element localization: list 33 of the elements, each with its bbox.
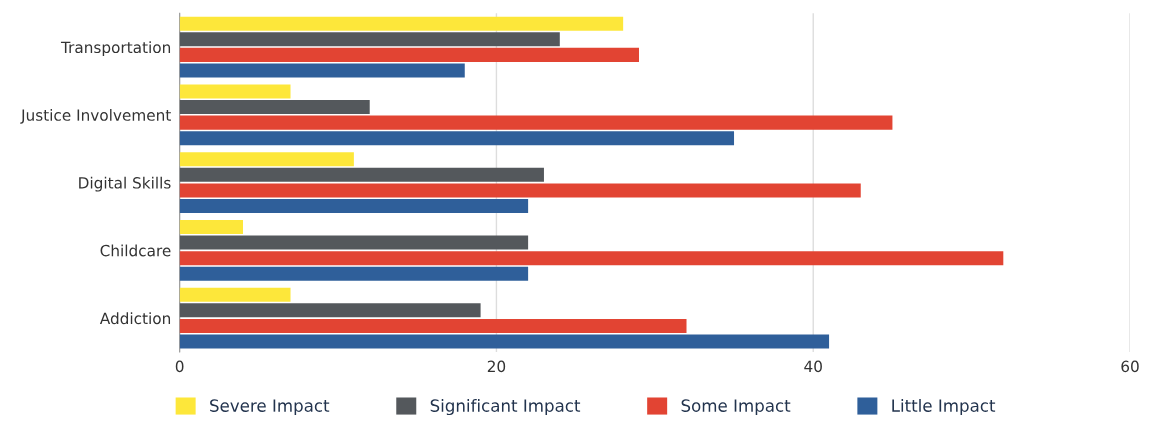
bar — [179, 235, 529, 250]
legend-label: Some Impact — [681, 399, 791, 416]
bar — [179, 84, 291, 99]
x-tick-label: 0 — [175, 360, 184, 373]
y-tick-label: Childcare — [100, 244, 171, 257]
legend-label: Severe Impact — [210, 399, 330, 416]
bar — [179, 266, 529, 281]
bar — [179, 115, 893, 130]
y-tick-label: Digital Skills — [79, 176, 171, 192]
bar — [179, 131, 735, 146]
bar — [179, 303, 481, 318]
y-tick-label: Transportation — [60, 41, 171, 57]
x-tick-label: 40 — [804, 360, 822, 373]
bar — [179, 32, 560, 47]
bar — [179, 47, 639, 62]
bar — [179, 251, 1004, 266]
bar — [179, 287, 291, 302]
bar — [179, 16, 624, 31]
y-tick-label: Justice Involvement — [20, 109, 171, 124]
bar — [179, 100, 370, 115]
bar — [179, 219, 243, 234]
bar — [179, 334, 830, 349]
legend-label: Little Impact — [892, 398, 996, 416]
bar — [179, 318, 687, 333]
bar — [179, 63, 465, 78]
bar — [179, 198, 529, 213]
bar — [179, 152, 354, 167]
bar — [179, 183, 861, 198]
legend-label: Significant Impact — [430, 398, 581, 416]
x-tick-label: 20 — [487, 360, 506, 373]
y-tick-label: Addiction — [99, 312, 171, 325]
bar — [179, 167, 544, 182]
x-tick-label: 60 — [1121, 360, 1139, 373]
